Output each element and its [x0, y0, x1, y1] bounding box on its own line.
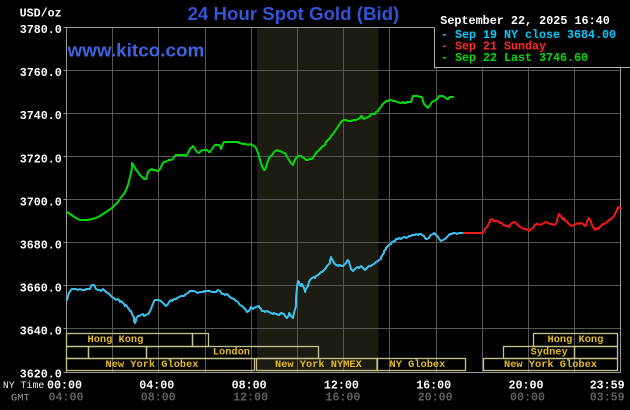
svg-text:12:00: 12:00: [233, 391, 268, 405]
svg-text:03:59: 03:59: [590, 391, 625, 405]
svg-text:08:00: 08:00: [141, 391, 176, 405]
svg-text:- Sep 21 Sunday: - Sep 21 Sunday: [441, 40, 547, 54]
svg-text:3620.0: 3620.0: [20, 368, 62, 382]
svg-text:www.kitco.com: www.kitco.com: [67, 41, 205, 62]
svg-text:Hong Kong: Hong Kong: [88, 334, 144, 346]
svg-text:Hong Kong: Hong Kong: [548, 334, 604, 346]
svg-text:Sydney: Sydney: [531, 346, 569, 358]
svg-text:00:00: 00:00: [510, 391, 545, 405]
svg-text:3780.0: 3780.0: [20, 23, 62, 37]
svg-text:12:00: 12:00: [324, 378, 359, 392]
svg-text:New York NYMEX: New York NYMEX: [275, 359, 363, 371]
svg-text:3760.0: 3760.0: [20, 66, 62, 80]
svg-text:GMT: GMT: [11, 392, 30, 404]
svg-text:London: London: [213, 346, 250, 358]
svg-text:September 22, 2025 16:40: September 22, 2025 16:40: [440, 14, 610, 28]
svg-text:16:00: 16:00: [416, 378, 451, 392]
svg-text:- Sep 19 NY close 3684.00: - Sep 19 NY close 3684.00: [441, 28, 616, 42]
svg-text:NY Time: NY Time: [3, 380, 44, 392]
svg-text:04:00: 04:00: [49, 391, 84, 405]
svg-text:USD/oz: USD/oz: [20, 7, 62, 21]
svg-text:3740.0: 3740.0: [20, 109, 62, 123]
svg-text:20:00: 20:00: [509, 378, 544, 392]
svg-text:24 Hour Spot Gold (Bid): 24 Hour Spot Gold (Bid): [188, 3, 400, 24]
svg-text:3700.0: 3700.0: [20, 195, 62, 209]
svg-text:3720.0: 3720.0: [20, 152, 62, 166]
svg-text:16:00: 16:00: [325, 391, 360, 405]
svg-text:- Sep 22 Last 3746.60: - Sep 22 Last 3746.60: [441, 51, 588, 65]
svg-text:3640.0: 3640.0: [20, 325, 62, 339]
svg-text:08:00: 08:00: [232, 378, 267, 392]
svg-text:NY Globex: NY Globex: [390, 359, 446, 371]
svg-text:04:00: 04:00: [139, 378, 174, 392]
svg-text:New York Globex: New York Globex: [504, 359, 597, 371]
svg-text:20:00: 20:00: [418, 391, 453, 405]
svg-text:New York Globex: New York Globex: [106, 359, 199, 371]
svg-text:3660.0: 3660.0: [20, 281, 62, 295]
svg-text:00:00: 00:00: [47, 378, 82, 392]
svg-text:23:59: 23:59: [590, 378, 625, 392]
svg-text:3680.0: 3680.0: [20, 238, 62, 252]
